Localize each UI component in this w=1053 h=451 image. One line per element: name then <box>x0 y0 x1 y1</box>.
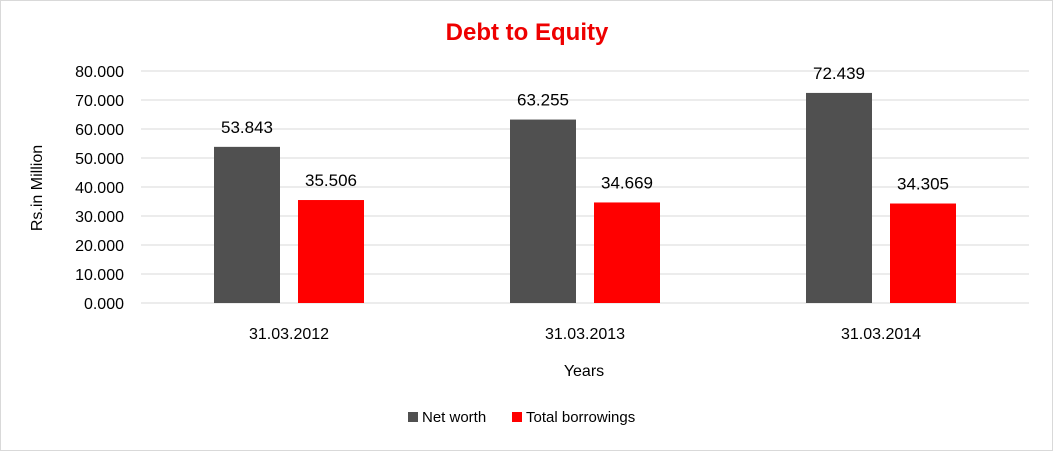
data-label-total-borrowings-31-03-2014: 34.305 <box>897 175 949 194</box>
y-axis-title: Rs.in Million <box>29 145 46 231</box>
legend: Net worth Total borrowings <box>408 409 635 426</box>
y-tick-label: 60.000 <box>75 122 124 139</box>
bar-net-worth-31-03-2014 <box>806 92 872 303</box>
y-tick-label: 80.000 <box>75 64 124 81</box>
x-axis-title: Years <box>564 363 604 380</box>
data-label-net-worth-31-03-2012: 53.843 <box>221 118 273 137</box>
y-tick-label: 10.000 <box>75 267 124 284</box>
bar-total-borrowings-31-03-2014 <box>890 203 956 303</box>
y-tick-label: 70.000 <box>75 93 124 110</box>
x-tick-label: 31.03.2014 <box>841 326 921 343</box>
y-tick-label: 0.000 <box>84 296 124 313</box>
x-axis-ticks: 31.03.2012 31.03.2013 31.03.2014 <box>249 326 921 343</box>
y-tick-label: 30.000 <box>75 209 124 226</box>
legend-label-total-borrowings: Total borrowings <box>526 409 635 426</box>
chart-title: Debt to Equity <box>446 19 609 46</box>
legend-label-net-worth: Net worth <box>422 409 486 426</box>
data-label-total-borrowings-31-03-2013: 34.669 <box>601 173 653 192</box>
data-label-net-worth-31-03-2014: 72.439 <box>813 64 865 83</box>
x-tick-label: 31.03.2013 <box>545 326 625 343</box>
y-axis-ticks: 0.000 10.000 20.000 30.000 40.000 50.000 60.00… <box>75 64 124 313</box>
bars <box>214 92 956 303</box>
legend-swatch-total-borrowings <box>512 412 522 422</box>
y-tick-label: 50.000 <box>75 151 124 168</box>
bar-net-worth-31-03-2012 <box>214 146 280 303</box>
data-label-total-borrowings-31-03-2012: 35.506 <box>305 171 357 190</box>
bar-total-borrowings-31-03-2013 <box>594 202 660 303</box>
x-tick-label: 31.03.2012 <box>249 326 329 343</box>
legend-swatch-net-worth <box>408 412 418 422</box>
data-label-net-worth-31-03-2013: 63.255 <box>517 91 569 110</box>
y-tick-label: 20.000 <box>75 238 124 255</box>
gridlines <box>141 70 1029 304</box>
bar-net-worth-31-03-2013 <box>510 119 576 303</box>
y-tick-label: 40.000 <box>75 180 124 197</box>
data-labels: 53.843 35.506 63.255 34.669 72.439 34.305 <box>221 64 949 194</box>
bar-total-borrowings-31-03-2012 <box>298 200 364 303</box>
